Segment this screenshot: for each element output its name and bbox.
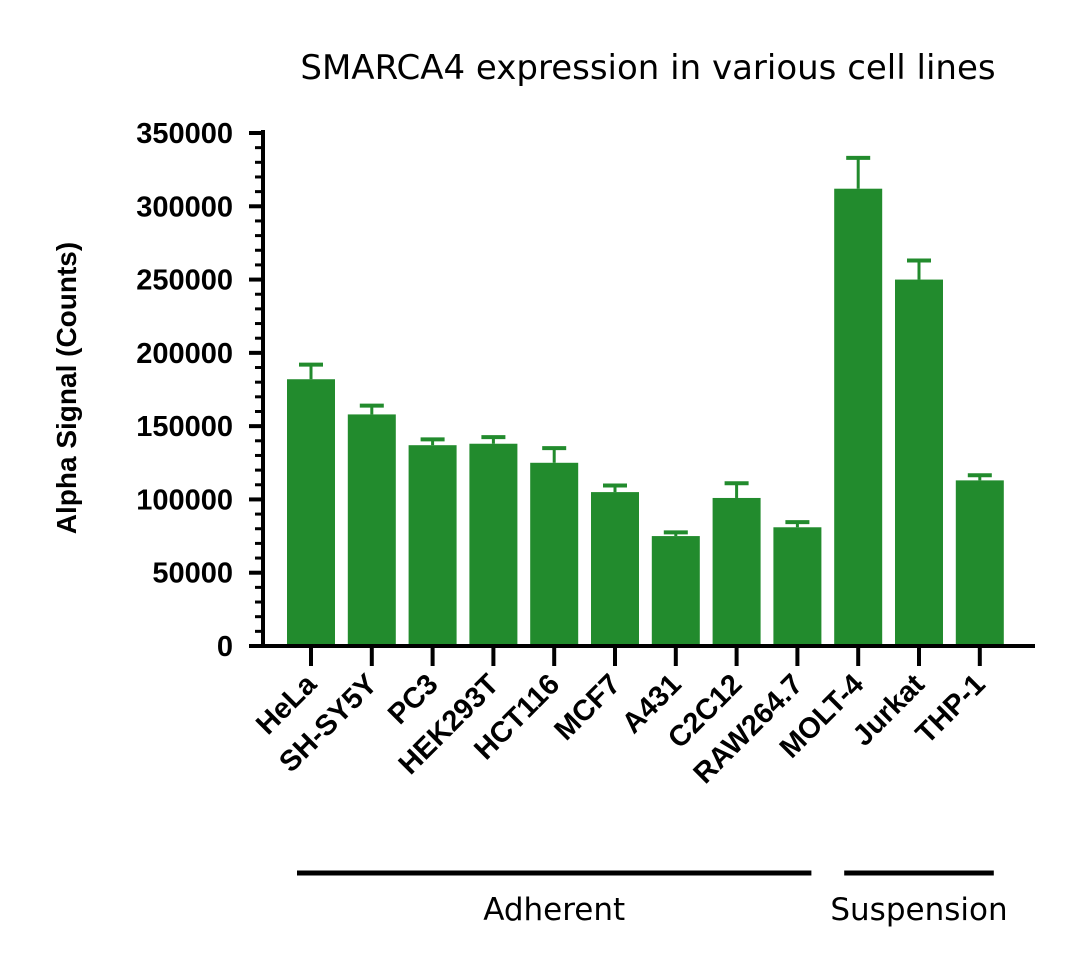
x-tick-label: THP-1 — [910, 668, 992, 750]
bar-THP-1 — [955, 480, 1004, 646]
y-tick-label: 50000 — [152, 558, 233, 590]
y-tick-label: 250000 — [136, 265, 233, 297]
bar-Jurkat — [895, 279, 943, 646]
bar-HEK293T — [469, 443, 518, 646]
y-tick-label: 300000 — [136, 191, 233, 223]
bar-PC3 — [408, 445, 457, 646]
bar-MCF7 — [591, 492, 639, 646]
y-tick-label: 150000 — [136, 411, 233, 443]
chart-title: SMARCA4 expression in various cell lines — [300, 48, 995, 88]
y-axis-label: Alpha Signal (Counts) — [51, 242, 82, 534]
bar-MOLT-4 — [834, 188, 883, 646]
bar-C2C12 — [712, 497, 761, 646]
bar-SH-SY5Y — [347, 414, 396, 646]
y-tick-label: 100000 — [136, 484, 233, 516]
x-tick-label: MCF7 — [548, 668, 626, 746]
y-axis-ticks: 0 50000 100000 150000 200000 250000 300000 3500… — [136, 118, 263, 663]
bar-A431 — [651, 536, 700, 646]
bars — [287, 188, 1004, 646]
group-brackets: Adherent Suspension — [297, 870, 1008, 928]
y-tick-label: 350000 — [136, 118, 233, 150]
x-axis-ticks: HeLaSH-SY5YPC3HEK293THCT116MCF7A431C2C12… — [250, 646, 992, 790]
bar-RAW264.7 — [773, 527, 822, 646]
error-bars — [299, 155, 992, 537]
bar-HCT116 — [530, 462, 579, 646]
bar-HeLa — [287, 379, 335, 646]
group-label: Adherent — [483, 892, 625, 928]
group-label: Suspension — [830, 892, 1007, 928]
y-tick-label: 0 — [217, 631, 233, 663]
y-tick-label: 200000 — [136, 338, 233, 370]
